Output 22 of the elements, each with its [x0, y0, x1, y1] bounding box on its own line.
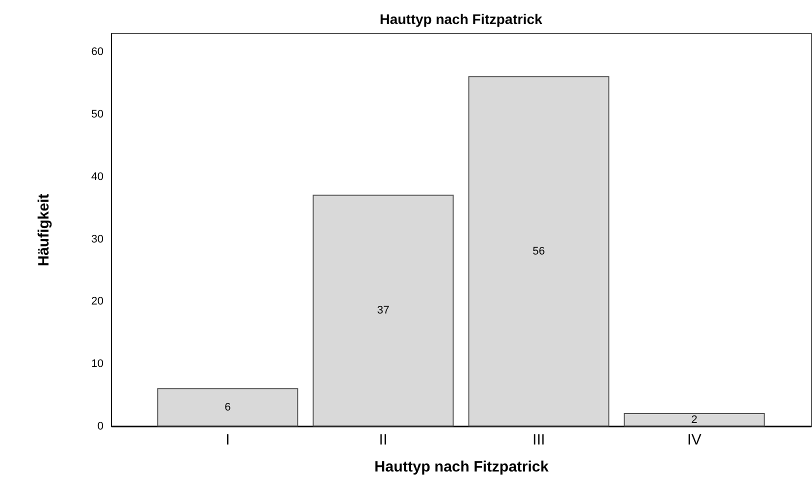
bar — [312, 194, 454, 426]
x-tick-label: IV — [687, 432, 702, 448]
chart-title: Hauttyp nach Fitzpatrick — [380, 11, 542, 27]
x-tick-label: III — [532, 432, 546, 448]
y-tick-label: 60 — [91, 46, 104, 58]
y-tick-label: 50 — [91, 108, 104, 121]
data-label: 37 — [377, 304, 390, 317]
x-axis-title: Hauttyp nach Fitzpatrick — [374, 458, 550, 476]
y-tick-label: 0 — [97, 420, 104, 432]
bar — [624, 413, 765, 426]
x-tick-label: I — [226, 432, 230, 448]
y-tick-label: 30 — [91, 233, 104, 246]
bar — [468, 76, 610, 426]
data-label: 2 — [691, 414, 698, 426]
y-tick-label: 40 — [91, 170, 104, 183]
data-label: 56 — [532, 245, 545, 258]
y-axis-title: Häufigkeit — [35, 194, 52, 266]
y-tick-label: 10 — [91, 358, 104, 370]
y-tick-label: 20 — [91, 296, 104, 308]
x-tick-label: II — [379, 432, 388, 448]
data-label: 6 — [224, 401, 231, 414]
bar — [157, 388, 298, 426]
